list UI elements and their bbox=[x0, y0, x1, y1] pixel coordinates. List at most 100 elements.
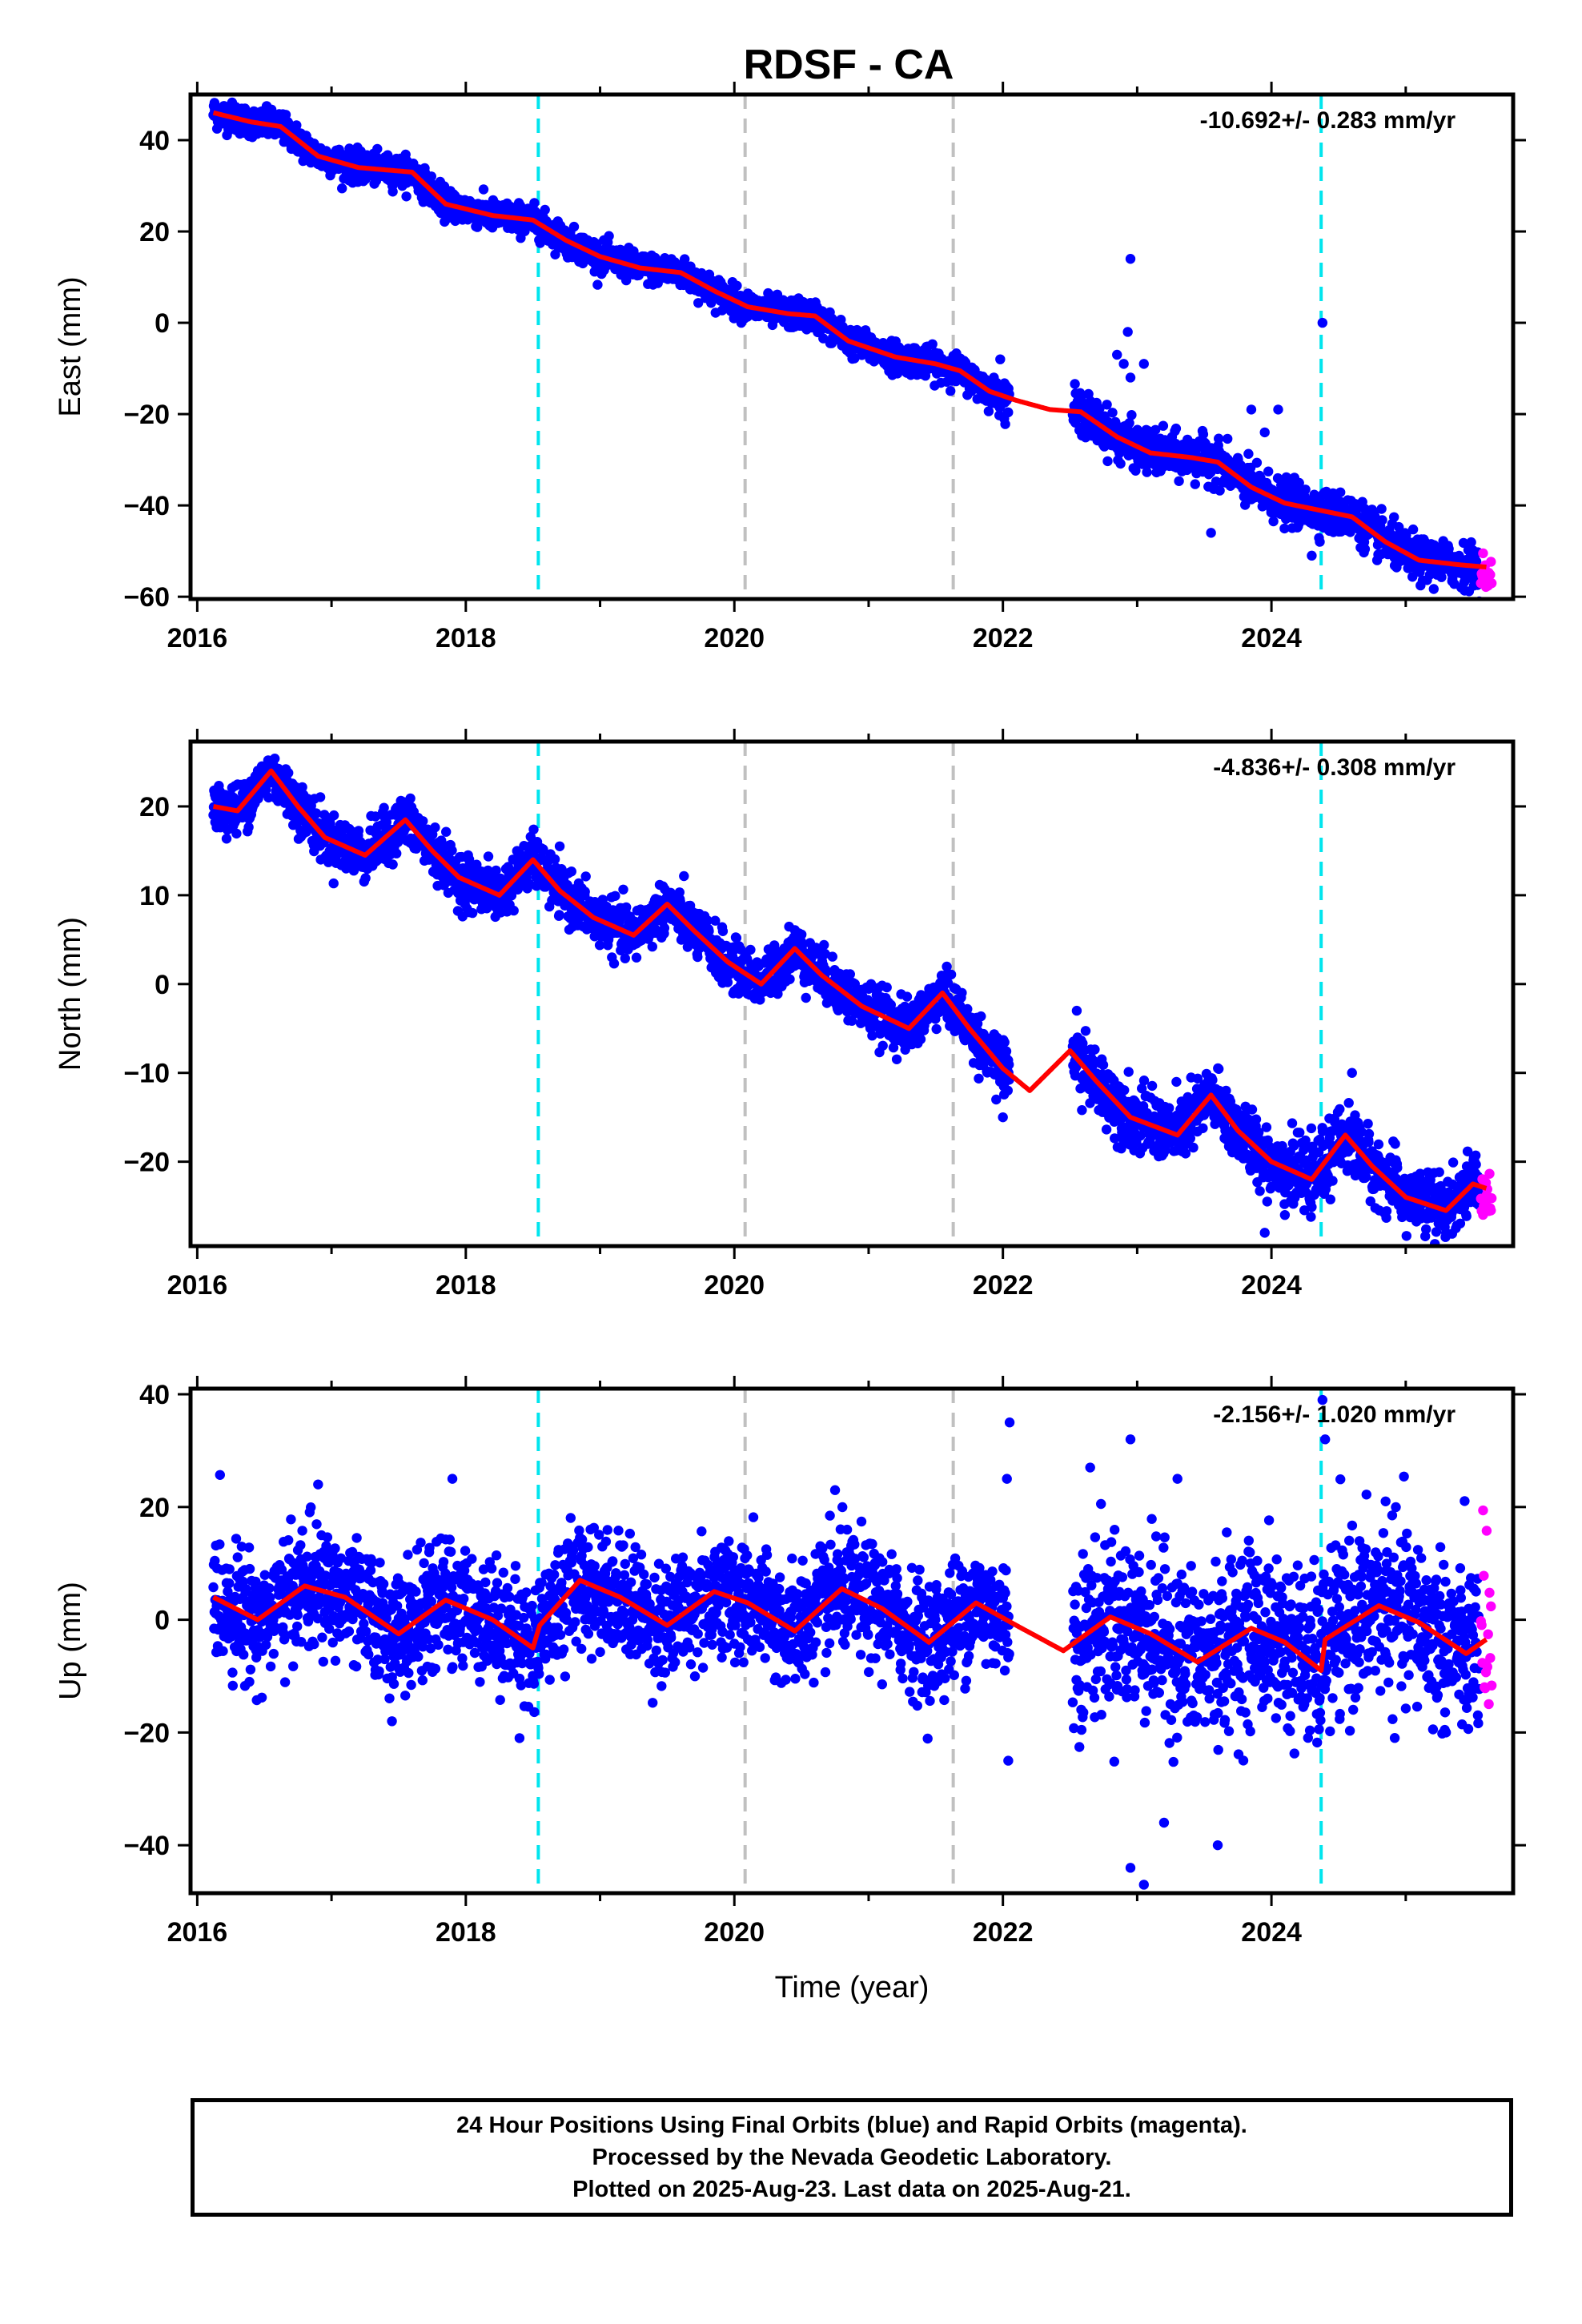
data-point bbox=[297, 782, 307, 793]
data-point bbox=[231, 828, 242, 839]
data-point bbox=[1170, 423, 1182, 434]
outlier-point bbox=[995, 354, 1006, 364]
data-point bbox=[550, 249, 560, 259]
data-point bbox=[1315, 537, 1325, 547]
data-point bbox=[478, 184, 489, 195]
data-point bbox=[441, 826, 452, 837]
data-point bbox=[797, 929, 807, 940]
data-point bbox=[221, 834, 232, 844]
data-point bbox=[1428, 584, 1439, 594]
data-point bbox=[1130, 465, 1141, 476]
data-point bbox=[801, 992, 811, 1003]
data-point bbox=[693, 298, 704, 308]
data-point bbox=[1174, 476, 1184, 486]
data-point bbox=[1107, 408, 1118, 418]
y-tick-label: −20 bbox=[123, 400, 170, 430]
data-point bbox=[529, 198, 540, 208]
data-point bbox=[535, 238, 545, 248]
data-point bbox=[426, 171, 436, 182]
data-point bbox=[1377, 515, 1387, 525]
data-point bbox=[1190, 479, 1201, 489]
data-point bbox=[706, 298, 717, 308]
y-tick-label: −60 bbox=[123, 582, 170, 613]
data-point bbox=[1359, 544, 1371, 554]
rapid-point bbox=[1486, 557, 1496, 567]
data-point bbox=[1268, 516, 1279, 527]
data-point bbox=[592, 279, 603, 290]
data-point bbox=[549, 854, 560, 865]
data-point bbox=[1335, 487, 1346, 497]
data-point bbox=[353, 826, 364, 836]
data-point bbox=[1198, 429, 1209, 440]
data-point bbox=[1389, 512, 1399, 522]
rapid-point bbox=[1485, 569, 1496, 580]
data-point bbox=[270, 754, 280, 764]
data-point bbox=[1158, 420, 1169, 431]
data-point bbox=[283, 767, 294, 778]
outlier-point bbox=[1118, 359, 1129, 369]
y-tick-label: 0 bbox=[155, 308, 170, 339]
data-point bbox=[1376, 504, 1387, 514]
data-point bbox=[337, 183, 347, 194]
data-point bbox=[1279, 523, 1290, 534]
data-point bbox=[372, 143, 383, 155]
velocity-rate-label: -10.692+/- 0.283 mm/yr bbox=[1200, 107, 1456, 134]
data-point bbox=[1094, 403, 1105, 414]
data-point bbox=[266, 104, 277, 115]
data-point bbox=[1300, 485, 1311, 495]
plot-frame bbox=[188, 92, 1516, 601]
data-point bbox=[554, 910, 564, 920]
data-point bbox=[1243, 448, 1254, 459]
data-point bbox=[243, 822, 254, 833]
y-tick-label: 40 bbox=[139, 126, 170, 156]
data-point bbox=[360, 873, 371, 883]
data-point bbox=[647, 941, 657, 952]
data-point bbox=[785, 974, 795, 985]
final-orbit-points-east bbox=[208, 97, 1484, 599]
data-point bbox=[418, 816, 428, 826]
y-tick-label: −40 bbox=[123, 491, 170, 521]
rapid-point bbox=[1478, 548, 1488, 559]
rapid-point bbox=[1486, 578, 1497, 589]
data-point bbox=[1102, 456, 1113, 467]
data-point bbox=[1150, 424, 1161, 435]
data-point bbox=[311, 808, 322, 818]
data-point bbox=[745, 944, 756, 955]
data-point bbox=[315, 792, 326, 802]
data-point bbox=[1294, 477, 1304, 489]
data-point bbox=[1352, 504, 1363, 514]
data-point bbox=[379, 802, 389, 813]
x-tick-label: 2020 bbox=[704, 623, 765, 653]
data-point bbox=[618, 884, 628, 895]
data-point bbox=[328, 810, 339, 821]
data-point bbox=[1214, 433, 1224, 444]
data-point bbox=[1281, 472, 1291, 483]
y-axis-label: East (mm) bbox=[54, 276, 87, 416]
data-point bbox=[608, 959, 620, 969]
data-point bbox=[621, 275, 632, 286]
data-point bbox=[430, 822, 440, 833]
x-tick-label: 2024 bbox=[1241, 623, 1302, 653]
data-point bbox=[387, 187, 398, 197]
data-point bbox=[1126, 410, 1137, 420]
data-point bbox=[620, 953, 630, 963]
data-point bbox=[349, 863, 359, 875]
data-point bbox=[401, 191, 412, 202]
data-point bbox=[732, 280, 742, 291]
outlier-point bbox=[1259, 427, 1270, 438]
data-point bbox=[659, 923, 670, 934]
rapid-orbit-points-east bbox=[1476, 548, 1497, 593]
y-tick-label: 20 bbox=[139, 217, 170, 247]
data-point bbox=[1466, 537, 1476, 548]
data-point bbox=[291, 120, 302, 131]
outlier-point bbox=[1317, 317, 1328, 328]
x-tick-label: 2018 bbox=[436, 623, 496, 653]
data-point bbox=[610, 891, 620, 902]
outlier-point bbox=[1112, 349, 1122, 360]
data-point bbox=[717, 926, 729, 937]
data-point bbox=[391, 848, 402, 858]
